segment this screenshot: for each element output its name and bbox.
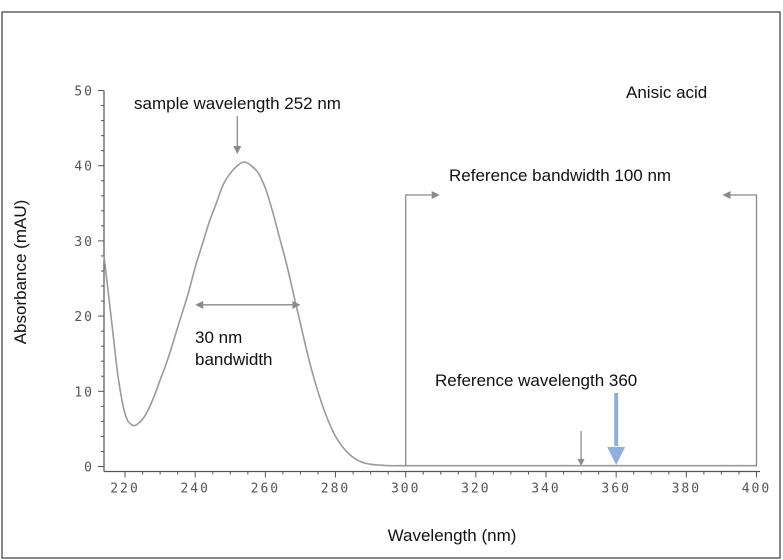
y-tick-label: 50 (74, 85, 94, 100)
reference-bandwidth-right-bracket (730, 194, 758, 467)
reference-bandwidth-label: Reference bandwidth 100 nm (449, 166, 671, 185)
reference-bandwidth-arrowhead-left (722, 191, 731, 199)
x-tick-label: 320 (461, 481, 490, 496)
x-tick-label: 360 (601, 481, 630, 496)
y-tick-label: 20 (74, 310, 94, 325)
x-ticks: 220 240 260 280 300 320 340 360 380 400 (110, 471, 771, 496)
x-tick-label: 260 (251, 481, 280, 496)
y-tick-label: 40 (74, 160, 94, 175)
axes (103, 90, 760, 473)
y-tick-label: 0 (84, 460, 94, 475)
y-tick-label: 30 (74, 235, 94, 250)
small-marker-arrowhead (577, 459, 585, 466)
x-tick-label: 280 (321, 481, 350, 496)
annotations (195, 116, 758, 467)
sample-wavelength-arrowhead (233, 146, 242, 154)
reference-bandwidth-arrowhead-right (431, 191, 440, 199)
bandwidth-arrowhead-right (292, 300, 301, 309)
bandwidth-label-line1: 30 nm (195, 328, 242, 347)
compound-label: Anisic acid (626, 83, 707, 102)
x-tick-label: 220 (110, 481, 139, 496)
reference-wavelength-arrowhead (607, 447, 626, 465)
y-ticks: 0 10 20 30 40 50 (74, 85, 104, 475)
chart-frame (1, 11, 781, 559)
reference-bandwidth-left-bracket (405, 194, 432, 467)
x-tick-label: 240 (180, 481, 209, 496)
bandwidth-arrowhead-left (195, 300, 204, 309)
sample-wavelength-label: sample wavelength 252 nm (134, 94, 341, 113)
x-axis-label: Wavelength (nm) (388, 526, 517, 545)
reference-wavelength-label: Reference wavelength 360 (435, 371, 637, 390)
x-tick-label: 300 (391, 481, 420, 496)
x-tick-label: 400 (742, 481, 771, 496)
x-tick-label: 380 (672, 481, 701, 496)
y-axis-label: Absorbance (mAU) (11, 200, 30, 345)
series-line-absorbance (103, 161, 757, 467)
x-tick-label: 340 (531, 481, 560, 496)
bandwidth-label-line2: bandwidth (195, 350, 273, 369)
y-tick-label: 10 (74, 385, 94, 400)
